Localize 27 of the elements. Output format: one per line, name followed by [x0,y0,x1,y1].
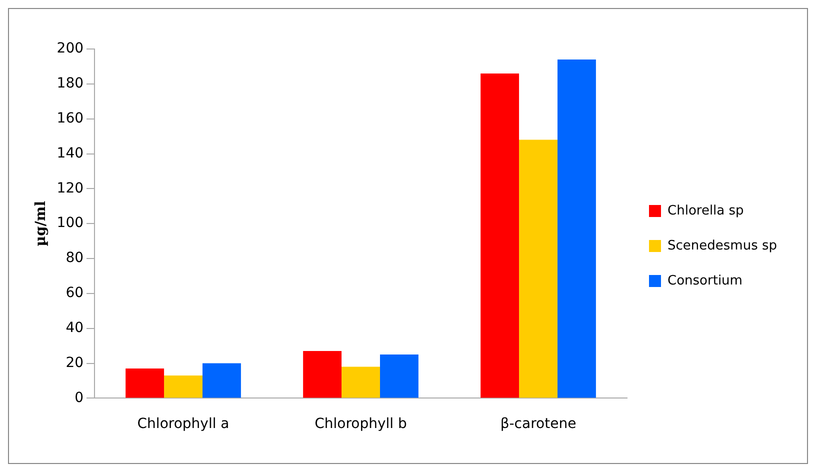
legend-label: Scenedesmus sp [668,238,778,254]
bar [164,376,202,398]
y-tick-label: 180 [56,76,84,92]
y-tick-label: 140 [56,145,84,162]
bar [126,368,164,398]
y-axis-title: µg/ml [33,200,50,246]
x-tick-label: Chlorophyll a [137,416,230,432]
bar [303,351,342,398]
y-tick-label: 20 [66,354,84,371]
bar [202,363,241,398]
y-tick-label: 120 [56,180,84,196]
x-tick-label: Chlorophyll b [314,416,408,432]
y-tick-label: 60 [66,285,84,302]
bar [519,140,558,398]
bar [480,73,520,398]
legend-label: Chlorella sp [668,203,744,218]
y-tick-label: 200 [56,40,84,57]
y-tick-label: 100 [56,215,84,232]
y-tick-label: 160 [56,110,84,126]
y-tick-label: 80 [66,250,84,266]
y-tick-label: 0 [74,390,84,406]
bar [342,366,380,398]
bar [380,354,418,398]
legend-label: Consortium [668,273,742,288]
bar [557,59,596,398]
x-tick-label: β-carotene [500,416,576,432]
y-tick-label: 40 [66,320,84,336]
